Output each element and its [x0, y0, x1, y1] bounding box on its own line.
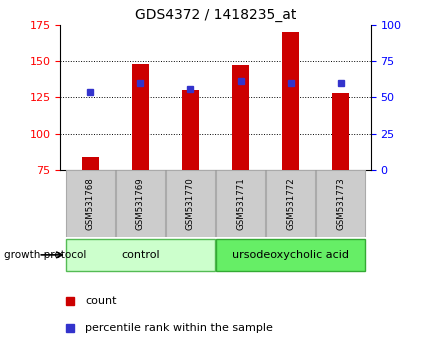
Text: percentile rank within the sample: percentile rank within the sample	[85, 323, 273, 333]
Text: growth protocol: growth protocol	[4, 250, 86, 260]
FancyBboxPatch shape	[66, 170, 115, 237]
Text: ursodeoxycholic acid: ursodeoxycholic acid	[231, 250, 348, 260]
FancyBboxPatch shape	[66, 239, 215, 271]
Text: GSM531773: GSM531773	[335, 177, 344, 230]
Text: count: count	[85, 296, 117, 306]
Bar	[331, 93, 349, 170]
Text: GSM531772: GSM531772	[286, 177, 295, 230]
Bar	[281, 32, 299, 170]
Text: GSM531769: GSM531769	[135, 177, 144, 230]
FancyBboxPatch shape	[315, 170, 364, 237]
FancyBboxPatch shape	[265, 170, 314, 237]
Bar	[231, 65, 249, 170]
Bar	[181, 90, 199, 170]
Bar	[131, 64, 149, 170]
FancyBboxPatch shape	[215, 239, 364, 271]
Text: GSM531770: GSM531770	[185, 177, 194, 230]
Bar	[81, 157, 99, 170]
FancyBboxPatch shape	[215, 170, 264, 237]
FancyBboxPatch shape	[166, 170, 215, 237]
FancyBboxPatch shape	[116, 170, 165, 237]
Text: GSM531771: GSM531771	[236, 177, 245, 230]
Text: GSM531768: GSM531768	[86, 177, 95, 230]
Text: control: control	[121, 250, 160, 260]
Title: GDS4372 / 1418235_at: GDS4372 / 1418235_at	[135, 8, 295, 22]
